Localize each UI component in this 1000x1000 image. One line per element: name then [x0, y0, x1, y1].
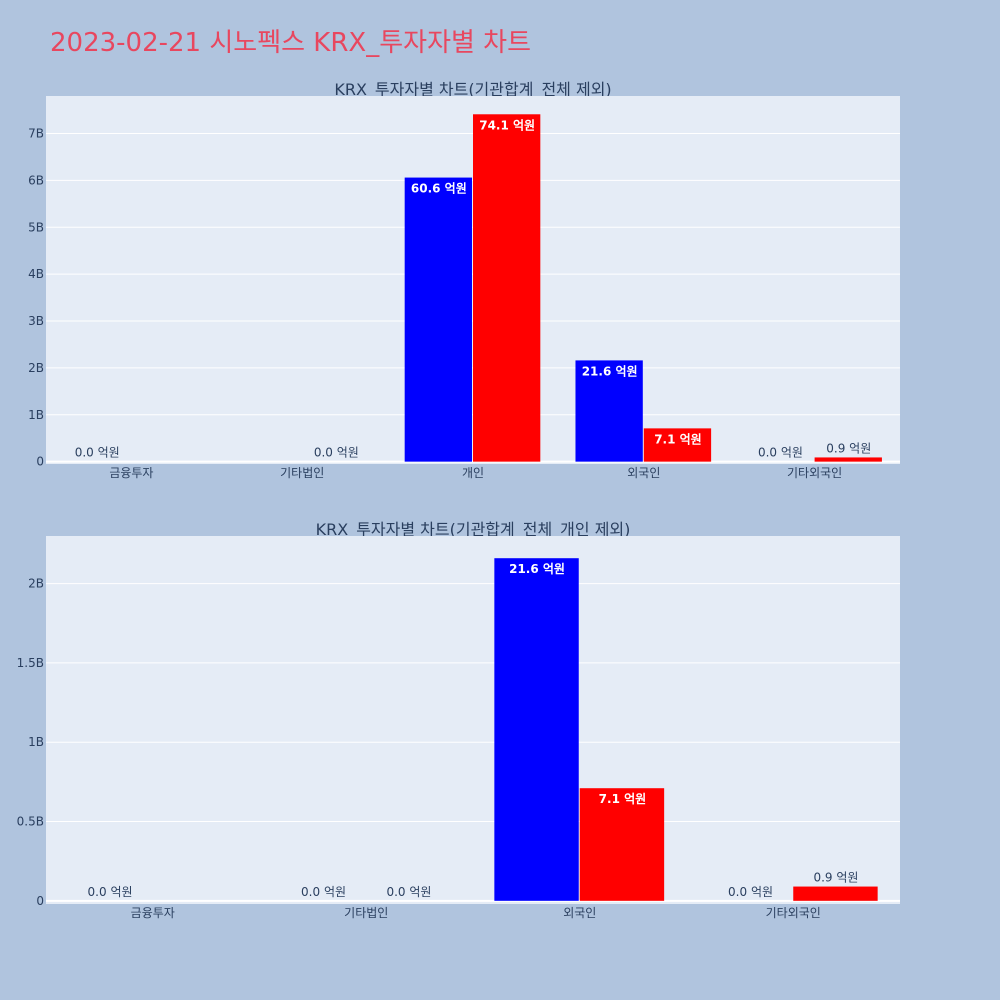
bar-value-label: 21.6 억원: [582, 364, 638, 378]
bar-value-label: 0.0 억원: [314, 446, 359, 460]
x-tick-label: 외국인: [563, 906, 596, 920]
y-tick-label: 1.5B: [17, 656, 44, 670]
y-tick-label: 2B: [28, 577, 44, 591]
y-tick-label: 0: [36, 894, 44, 908]
y-tick-label: 7B: [28, 127, 44, 141]
bars: [494, 558, 878, 901]
bar: [473, 114, 541, 462]
x-tick-label: 기타법인: [344, 906, 388, 920]
page-title: 2023-02-21 시노펙스 KRX_투자자별 차트: [50, 28, 532, 58]
bar-value-label: 0.0 억원: [386, 885, 431, 899]
y-axis-ticks: 0 1B 2B 3B 4B 5B 6B 7B: [28, 127, 44, 469]
y-axis-ticks: 0 0.5B 1B 1.5B 2B: [17, 577, 44, 908]
chart-title: KRX_투자자별 차트(기관합계_전체 제외): [334, 80, 611, 100]
x-tick-label: 개인: [462, 466, 484, 480]
x-tick-label: 기타외국인: [787, 466, 842, 480]
plot-area: [46, 536, 900, 904]
bar: [575, 360, 643, 462]
y-tick-label: 1B: [28, 408, 44, 422]
x-tick-label: 기타법인: [280, 466, 324, 480]
bar-value-label: 7.1 억원: [599, 792, 647, 806]
bar-labels: 0.0 억원 0.0 억원 60.6 억원 74.1 억원 21.6 억원 7.1 억원 0…: [75, 118, 872, 459]
x-tick-label: 외국인: [627, 466, 660, 480]
x-axis-ticks: 금융투자 기타법인 외국인 기타외국인: [131, 906, 821, 920]
bar: [579, 788, 665, 901]
bar-value-label: 0.9 억원: [826, 441, 871, 455]
chart-investor-excl-individual: KRX_투자자별 차트(기관합계_전체_개인 제외) 0 0.5B 1B 1.5B 2B…: [17, 520, 900, 920]
bar: [404, 177, 472, 462]
bar-value-label: 60.6 억원: [411, 182, 467, 196]
chart-title: KRX_투자자별 차트(기관합계_전체_개인 제외): [316, 520, 631, 540]
bar-value-label: 21.6 억원: [509, 562, 565, 576]
bar-value-label: 74.1 억원: [479, 118, 535, 132]
bar-value-label: 0.0 억원: [301, 885, 346, 899]
gridlines: [46, 583, 900, 902]
y-tick-label: 2B: [28, 361, 44, 375]
x-axis-ticks: 금융투자 기타법인 개인 외국인 기타외국인: [109, 466, 842, 480]
y-tick-label: 1B: [28, 735, 44, 749]
y-tick-label: 6B: [28, 173, 44, 187]
y-tick-label: 4B: [28, 267, 44, 281]
bar-labels: 0.0 억원 0.0 억원 0.0 억원 21.6 억원 7.1 억원 0.0 억원 0.9…: [88, 562, 859, 899]
x-tick-label: 기타외국인: [766, 906, 821, 920]
bar-value-label: 0.9 억원: [813, 871, 858, 885]
bar-value-label: 7.1 억원: [654, 432, 702, 446]
y-tick-label: 0.5B: [17, 815, 44, 829]
bar-value-label: 0.0 억원: [75, 446, 120, 460]
chart-investor-all: KRX_투자자별 차트(기관합계_전체 제외) 01B2B3B4B5B6B7B …: [28, 80, 900, 480]
y-tick-label: 5B: [28, 220, 44, 234]
bar: [643, 428, 712, 462]
bars: [404, 114, 882, 462]
bar-value-label: 0.0 억원: [88, 885, 133, 899]
bar-value-label: 0.0 억원: [758, 446, 803, 460]
bar: [793, 886, 878, 901]
bar-value-label: 0.0 억원: [728, 885, 773, 899]
x-tick-label: 금융투자: [109, 466, 153, 480]
bar: [814, 457, 882, 462]
bar: [494, 558, 579, 901]
x-tick-label: 금융투자: [131, 906, 175, 920]
y-tick-label: 0: [36, 455, 44, 469]
y-tick-label: 3B: [28, 314, 44, 328]
